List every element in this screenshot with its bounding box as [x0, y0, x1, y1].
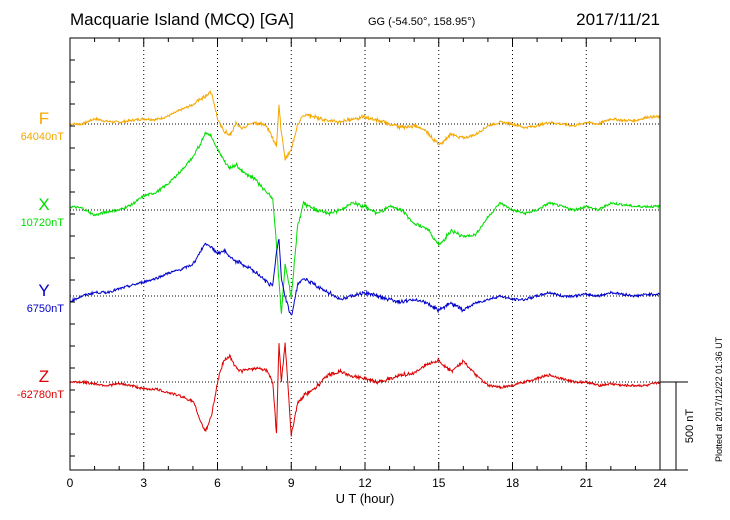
station-coordinates: GG (-54.50°, 158.95°)	[368, 16, 476, 28]
chart-title: Macquarie Island (MCQ) [GA]	[70, 10, 294, 29]
trace-F	[69, 89, 661, 161]
x-tick-label: 3	[140, 476, 147, 490]
trace-Y	[69, 239, 661, 316]
x-axis-label: U T (hour)	[336, 491, 395, 506]
series-name-Y: Y	[38, 281, 49, 300]
scale-bar-label: 500 nT	[684, 409, 696, 444]
baseline-label-Z: -62780nT	[17, 389, 64, 401]
x-tick-label: 9	[288, 476, 295, 490]
x-tick-label: 24	[653, 476, 667, 490]
plot-frame	[69, 37, 661, 471]
trace-X	[69, 131, 661, 314]
series-name-F: F	[39, 109, 49, 128]
traces-layer	[69, 89, 661, 437]
series-name-Z: Z	[39, 367, 49, 386]
plotted-footnote: Plotted at 2017/12/22 01:36 UT	[714, 336, 724, 462]
baseline-label-X: 10720nT	[21, 217, 65, 229]
baseline-label-F: 64040nT	[21, 131, 65, 143]
series-name-X: X	[38, 195, 49, 214]
scale-bar: 500 nT	[660, 381, 696, 471]
x-tick-label: 0	[67, 476, 74, 490]
labels-layer: 0 3 6 9 12 15 18 21 24 F 64040nT X 10720nT Y 6750nT Z -6…	[17, 109, 667, 490]
x-tick-label: 15	[432, 476, 446, 490]
chart-date: 2017/11/21	[576, 10, 660, 29]
x-tick-label: 21	[580, 476, 594, 490]
trace-Z	[69, 342, 661, 437]
baseline-label-Y: 6750nT	[27, 303, 65, 315]
x-tick-label: 18	[506, 476, 520, 490]
x-tick-label: 12	[358, 476, 372, 490]
grid-layer	[69, 37, 661, 470]
x-tick-label: 6	[214, 476, 221, 490]
